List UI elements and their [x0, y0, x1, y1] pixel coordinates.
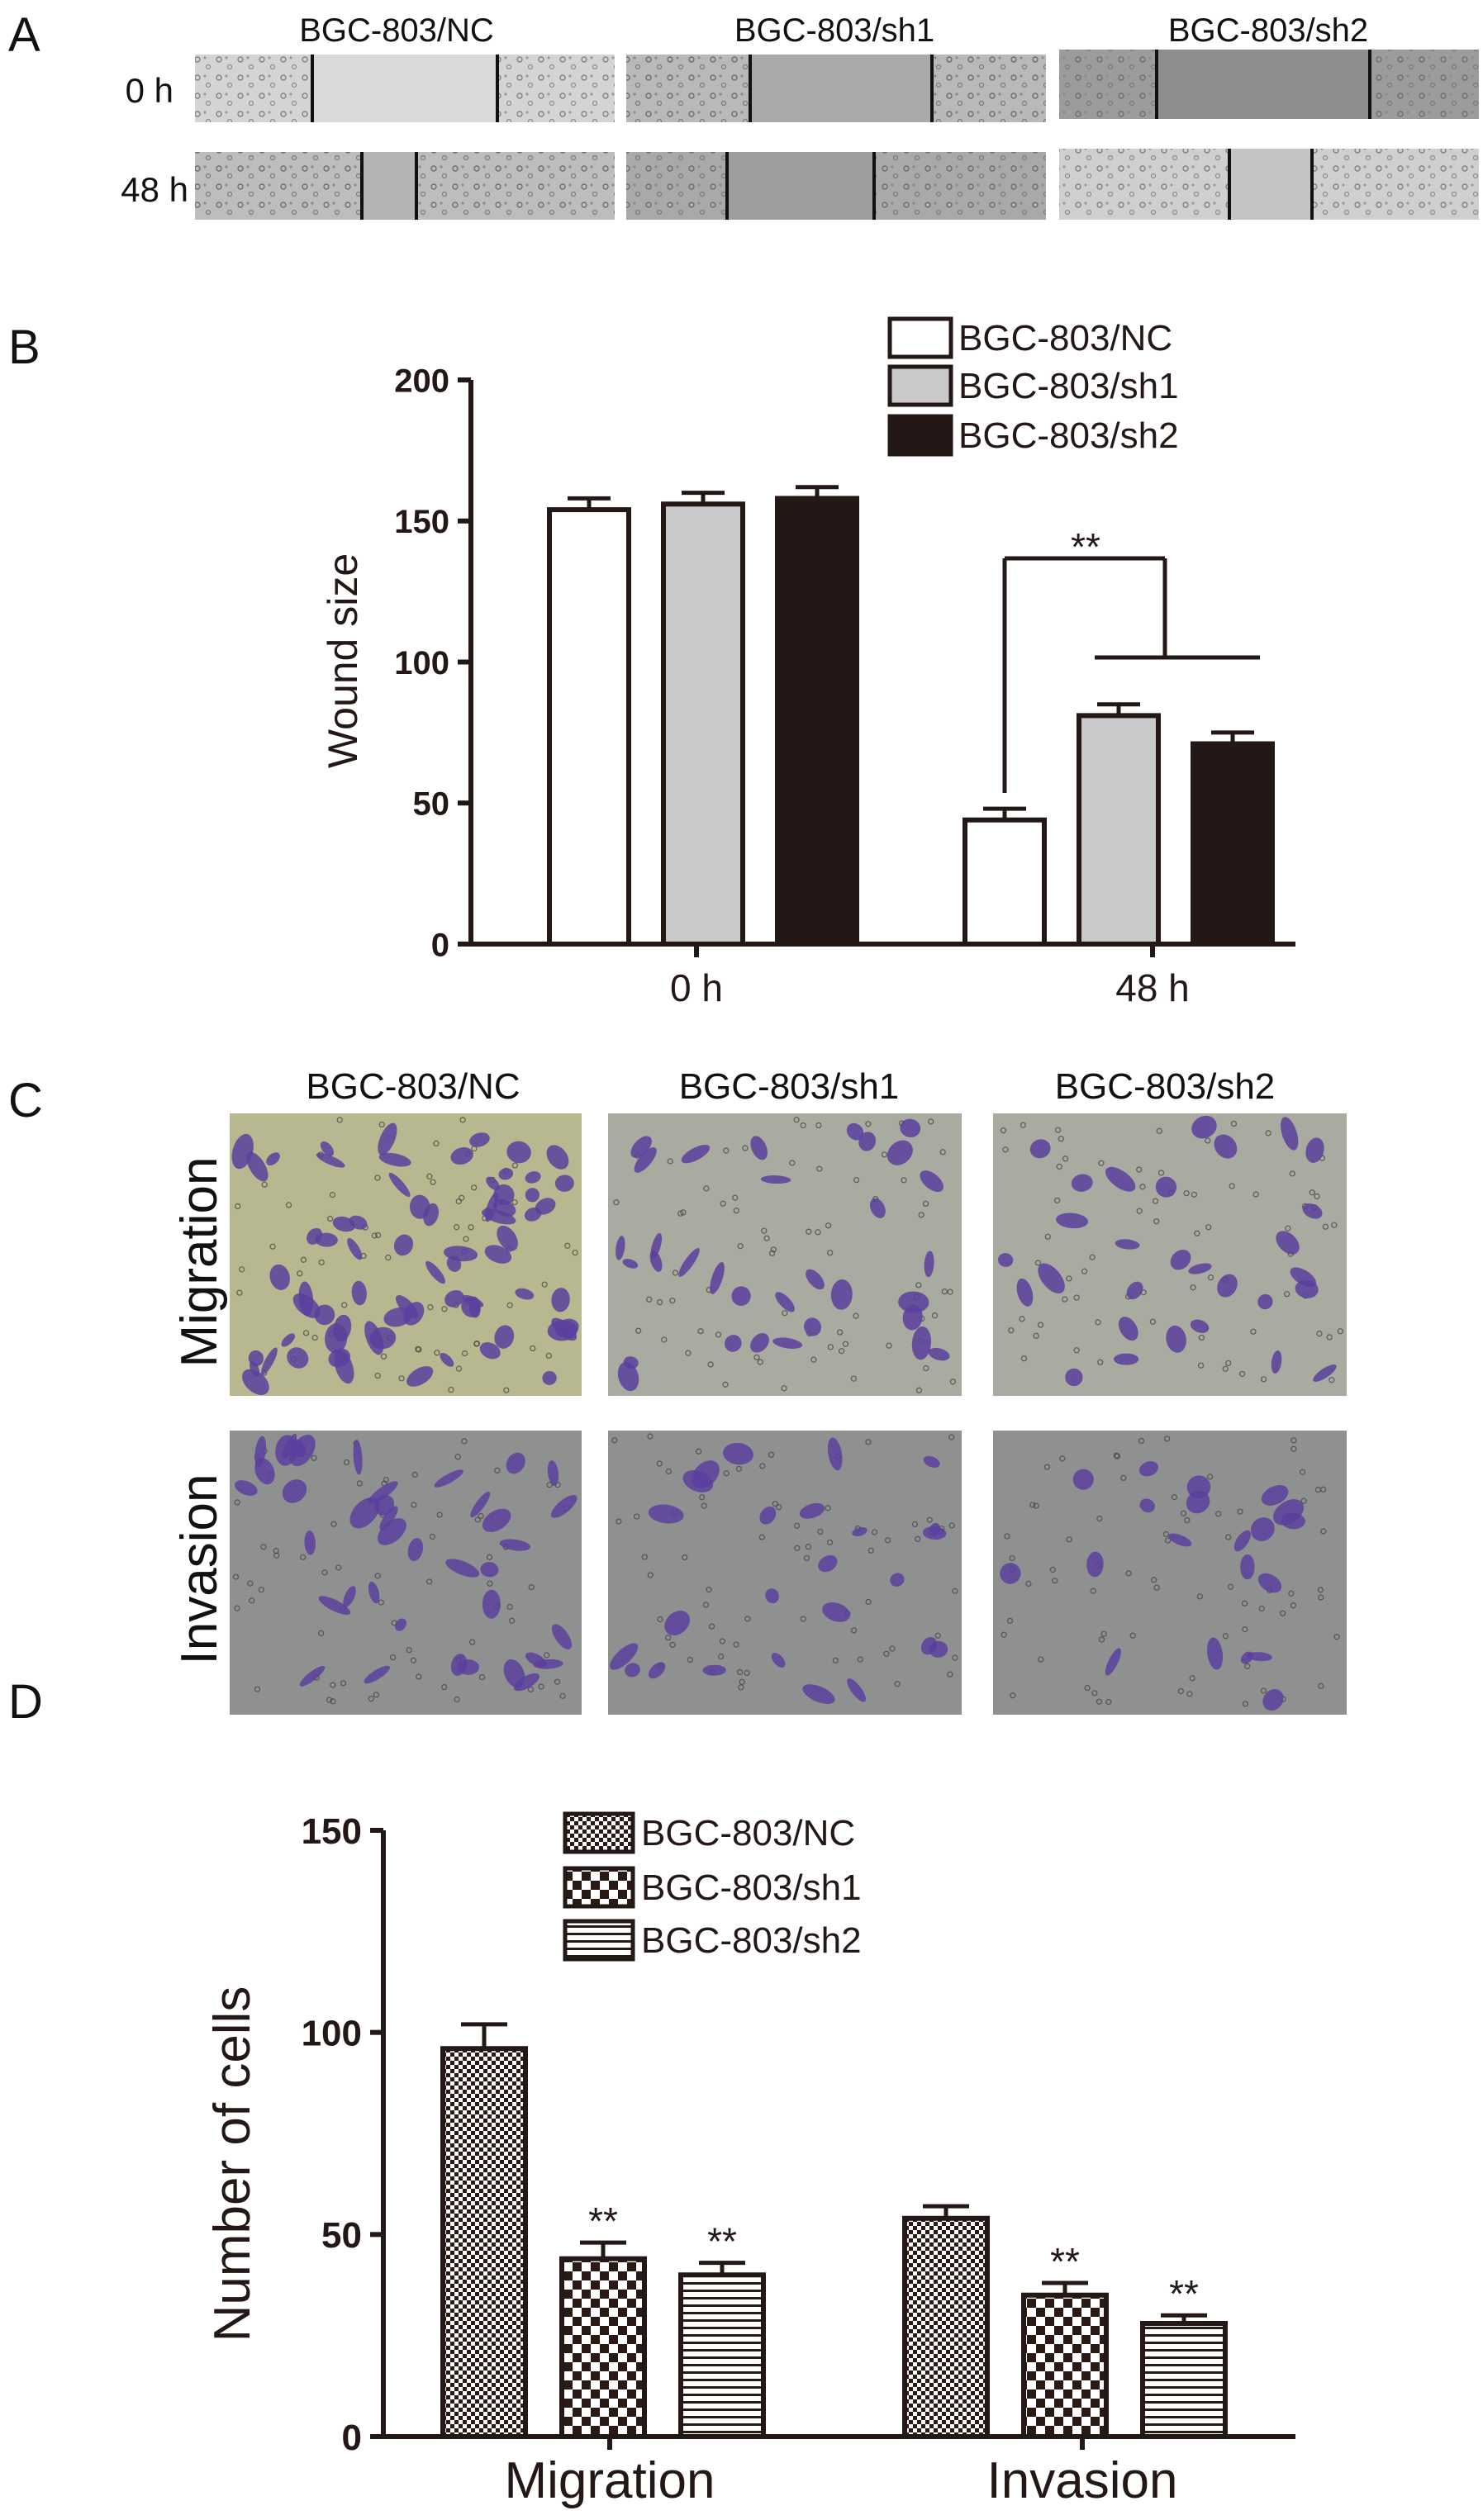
- panel-label-b: B: [8, 320, 40, 374]
- legend-item-nc: BGC-803/NC: [563, 1811, 855, 1854]
- panel-c-images: [230, 1113, 1347, 1715]
- legend-label-sh2: BGC-803/sh2: [641, 1920, 862, 1961]
- chart-b-x-tick-label: 48 h: [1115, 966, 1190, 1009]
- panel-c-column-sh2: BGC-803/sh2: [1055, 1066, 1276, 1107]
- legend-item-sh1: BGC-803/sh1: [563, 1866, 862, 1909]
- y-tick-label: 50: [321, 2215, 362, 2256]
- chart-number-of-cells: 0 50 100 150 ** ** ** ** Number of cells Migra…: [204, 1811, 1295, 2509]
- micrograph-invasion-sh2: [993, 1431, 1347, 1715]
- chart-b-significance: **: [1002, 525, 1260, 793]
- panel-c-row-invasion: Invasion: [171, 1474, 228, 1665]
- y-tick-label: 100: [394, 645, 449, 681]
- y-tick-label: 200: [394, 363, 449, 399]
- panel-a-column-nc: BGC-803/NC: [299, 12, 494, 49]
- y-tick-label: 150: [302, 1811, 362, 1852]
- chart-wound-size: 0 50 100 150 200 Wound size 0 h 48 h BGC-803…: [320, 316, 1295, 1009]
- significance-label: **: [1169, 2272, 1199, 2315]
- y-tick-label: 50: [413, 786, 450, 823]
- legend-label-sh2: BGC-803/sh2: [958, 415, 1179, 456]
- panel-a-row-48h: 48 h: [121, 170, 188, 209]
- chart-b-x-tick-label: 0 h: [670, 966, 723, 1009]
- bar: [440, 2046, 528, 2439]
- bar: [1021, 2292, 1109, 2440]
- significance-label: **: [707, 2220, 737, 2263]
- bar: [902, 2215, 990, 2439]
- micrograph-invasion-sh1: [608, 1431, 962, 1715]
- panel-a-row-0h: 0 h: [126, 71, 173, 110]
- panel-a-column-sh2: BGC-803/sh2: [1168, 12, 1368, 49]
- significance-label: **: [588, 2200, 618, 2242]
- legend-label-sh1: BGC-803/sh1: [641, 1867, 862, 1908]
- bar: [547, 507, 631, 947]
- micrograph-sh1-48h: [626, 152, 1046, 220]
- chart-b-legend: BGC-803/NC BGC-803/sh1 BGC-803/sh2: [887, 316, 1179, 457]
- micrograph-migration-sh2: [993, 1113, 1347, 1396]
- panel-c-column-nc: BGC-803/NC: [306, 1066, 520, 1107]
- micrograph-migration-sh1: [608, 1113, 962, 1396]
- svg-text:48 h: 48 h: [1115, 966, 1190, 1009]
- micrograph-migration-nc: [230, 1113, 582, 1396]
- micrograph-nc-48h: [195, 152, 615, 220]
- significance-label: **: [1050, 2240, 1080, 2283]
- svg-text:Invasion: Invasion: [987, 2452, 1178, 2509]
- legend-item-sh2: BGC-803/sh2: [563, 1919, 862, 1962]
- chart-b-y-axis-title: Wound size: [320, 553, 366, 768]
- y-tick-label: 0: [342, 2418, 362, 2458]
- chart-d-legend: BGC-803/NC BGC-803/sh1 BGC-803/sh2: [563, 1811, 862, 1962]
- micrograph-nc-0h: [195, 55, 615, 122]
- panel-label-a: A: [8, 8, 40, 62]
- bar: [661, 501, 745, 947]
- panel-a: BGC-803/NC BGC-803/sh1 BGC-803/sh2 0 h 4…: [121, 12, 1479, 220]
- chart-b-bars: [547, 485, 1275, 947]
- bar: [1191, 741, 1275, 947]
- y-tick-label: 100: [302, 2014, 362, 2054]
- legend-item-sh2: BGC-803/sh2: [887, 414, 1179, 457]
- chart-d-y-axis-title: Number of cells: [204, 1986, 261, 2342]
- micrograph-invasion-nc: [230, 1431, 582, 1715]
- legend-item-sh1: BGC-803/sh1: [887, 364, 1179, 407]
- chart-d-x-tick-label: Migration: [505, 2452, 715, 2509]
- panel-c: BGC-803/NC BGC-803/sh1 BGC-803/sh2 Migra…: [171, 1066, 1347, 1715]
- panel-label-d: D: [8, 1675, 43, 1729]
- panel-c-column-sh1: BGC-803/sh1: [679, 1066, 900, 1107]
- panel-c-row-migration: Migration: [171, 1157, 228, 1368]
- y-tick-label: 150: [394, 504, 449, 540]
- bar: [678, 2272, 766, 2439]
- legend-item-nc: BGC-803/NC: [887, 316, 1172, 359]
- bar: [963, 817, 1047, 947]
- svg-text:Migration: Migration: [505, 2452, 715, 2509]
- micrograph-sh2-0h: [1059, 50, 1479, 119]
- panel-a-column-sh1: BGC-803/sh1: [734, 12, 934, 49]
- legend-label-nc: BGC-803/NC: [641, 1813, 855, 1853]
- chart-d-bars: ** ** ** **: [440, 2022, 1228, 2440]
- y-tick-label: 0: [431, 927, 449, 963]
- bar: [1077, 713, 1161, 947]
- micrograph-sh2-48h: [1059, 149, 1479, 220]
- bar: [559, 2256, 647, 2440]
- chart-b-significance-stars: **: [1071, 525, 1100, 568]
- legend-label-nc: BGC-803/NC: [958, 318, 1172, 358]
- chart-d-x-tick-label: Invasion: [987, 2452, 1178, 2509]
- micrograph-sh1-0h: [626, 55, 1046, 122]
- svg-text:0 h: 0 h: [670, 966, 723, 1009]
- bar: [1140, 2320, 1228, 2439]
- bar: [775, 496, 859, 947]
- panel-label-c: C: [8, 1074, 43, 1127]
- legend-label-sh1: BGC-803/sh1: [958, 366, 1179, 406]
